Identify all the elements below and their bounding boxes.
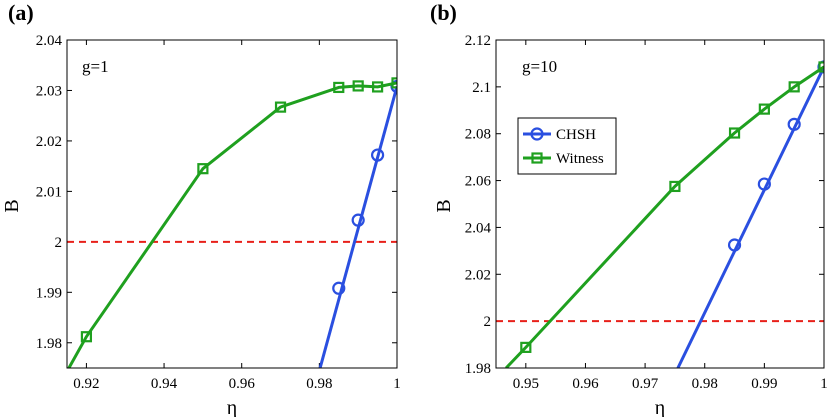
legend-marker-chsh	[530, 127, 544, 141]
y-tick-label: 2.04	[36, 33, 63, 49]
data-point-witness	[274, 101, 287, 113]
annotation: g=10	[522, 57, 557, 76]
series-line-chsh	[318, 86, 397, 368]
annotation: g=1	[82, 57, 109, 76]
y-axis-label: B	[433, 199, 455, 212]
legend: CHSH Witness	[517, 117, 617, 175]
data-point-witness	[197, 163, 209, 175]
x-tick-label: 0.98	[692, 376, 718, 392]
plot-area	[505, 60, 824, 368]
chart-panel-2: 0.95 0.96 0.97 0.98 0.99 1 1.98 2 2.02 2.04 2.06 2.…	[430, 0, 828, 417]
y-tick-label: 2	[55, 235, 63, 251]
panel-label: (b)	[430, 0, 457, 25]
data-point-chsh	[787, 117, 801, 131]
x-tick-label: 1	[820, 376, 828, 392]
data-point-witness	[758, 103, 770, 115]
y-tick-label: 2.04	[465, 220, 492, 236]
chart-panel-1: 0.92 0.94 0.96 0.98 1 1.98 1.99 2 2.01 2.02 2.03 2.…	[1, 0, 401, 417]
x-tick-label: 1	[393, 376, 401, 392]
data-point-witness	[371, 81, 384, 93]
series-line-witness	[67, 81, 397, 368]
data-point-witness	[80, 331, 93, 343]
data-point-chsh	[727, 238, 742, 252]
y-tick-label: 2.06	[465, 174, 492, 190]
data-point-chsh	[332, 281, 346, 295]
y-tick-label: 2.02	[465, 267, 491, 283]
x-tick-label: 0.94	[151, 376, 178, 392]
panel-label: (a)	[8, 0, 34, 25]
x-tick-label: 0.96	[572, 376, 599, 392]
y-axis-label: B	[1, 199, 23, 212]
data-point-witness	[391, 77, 397, 89]
x-tick-label: 0.99	[751, 376, 777, 392]
x-tick-label: 0.95	[513, 376, 539, 392]
plot-area	[67, 77, 397, 368]
legend-box	[517, 117, 617, 175]
legend-label-witness: Witness	[556, 151, 604, 167]
data-point-chsh	[351, 213, 365, 227]
data-point-chsh	[757, 177, 771, 191]
data-point-witness	[728, 127, 741, 139]
data-point-witness	[333, 81, 345, 94]
x-tick-label: 0.96	[229, 376, 256, 392]
y-tick-label: 2.02	[36, 134, 62, 150]
legend-label-chsh: CHSH	[556, 127, 596, 143]
x-axis-label: η	[655, 397, 665, 417]
series-line-chsh	[676, 66, 824, 368]
y-tick-label: 1.98	[36, 336, 62, 352]
data-point-witness	[669, 180, 681, 193]
y-tick-label: 2.01	[36, 184, 62, 200]
data-point-chsh	[370, 148, 385, 162]
y-tick-label: 2.08	[465, 127, 491, 143]
data-point-witness	[788, 81, 800, 93]
y-tick-label: 2	[484, 314, 492, 330]
y-tick-label: 2.1	[472, 80, 491, 96]
data-point-witness	[352, 80, 364, 92]
x-tick-label: 0.92	[73, 376, 99, 392]
x-tick-label: 0.98	[306, 376, 332, 392]
y-tick-label: 1.99	[36, 285, 62, 301]
y-tick-label: 2.03	[36, 83, 62, 99]
legend-marker-witness	[531, 152, 543, 164]
data-point-witness	[520, 341, 532, 353]
plot-frame	[66, 39, 398, 369]
x-tick-label: 0.97	[632, 376, 659, 392]
y-tick-label: 2.12	[465, 33, 491, 49]
data-point-witness	[818, 61, 824, 73]
y-tick-label: 1.98	[465, 361, 491, 377]
plot-frame	[495, 39, 825, 369]
x-axis-label: η	[227, 397, 237, 417]
series-line-witness	[505, 65, 824, 368]
